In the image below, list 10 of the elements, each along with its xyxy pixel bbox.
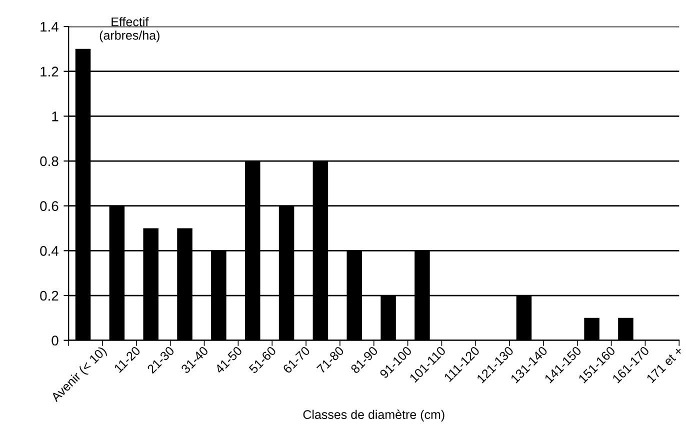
- y-tick-label: 1: [52, 112, 58, 122]
- y-tick-label: 0.6: [40, 201, 58, 212]
- y-tick-label: 0.8: [40, 156, 58, 166]
- y-tick-label: 0.4: [40, 246, 58, 256]
- x-axis-title: Classes de diamètre (cm): [303, 410, 444, 422]
- y-tick-label: 1.2: [40, 66, 58, 76]
- y-tick-label: 0.2: [40, 290, 58, 301]
- y-tick-label: 0: [52, 336, 58, 346]
- y-tick-label: 1.4: [40, 22, 58, 32]
- y-axis-title: Effectif (arbres/ha): [100, 17, 160, 42]
